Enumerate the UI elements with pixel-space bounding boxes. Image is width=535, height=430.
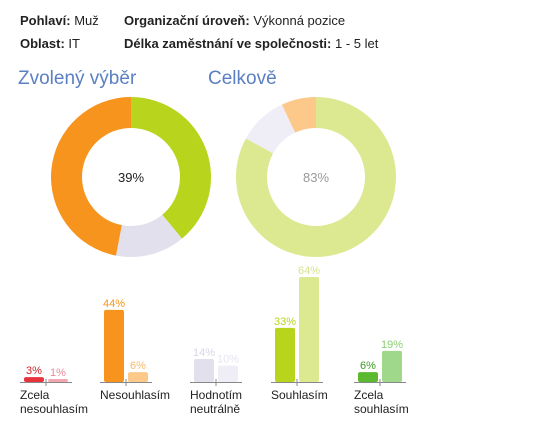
category-label: souhlasím — [354, 402, 409, 416]
bar — [218, 365, 238, 382]
donut-slice — [235, 97, 397, 258]
bar — [382, 350, 402, 382]
filter-label: Oblast: — [20, 36, 65, 51]
category-label: neutrálně — [190, 402, 240, 416]
donut-slice — [245, 104, 296, 154]
filter-area: Oblast: IT — [20, 32, 80, 55]
category-label: nesouhlasím — [20, 402, 88, 416]
bar — [275, 327, 295, 382]
category-label: Nesouhlasím — [100, 388, 170, 402]
category-label: Zcela — [20, 388, 50, 402]
bar-value-label: 64% — [298, 265, 320, 277]
filter-value: Muž — [74, 13, 99, 28]
bar-value-label: 3% — [26, 365, 42, 377]
bar — [299, 277, 319, 382]
bar-value-label: 33% — [274, 316, 296, 328]
bar — [48, 379, 68, 382]
bar-value-label: 10% — [217, 354, 239, 366]
bar — [104, 309, 124, 382]
donut-slice — [50, 97, 132, 256]
bar — [24, 377, 44, 382]
donut-slice — [131, 97, 211, 239]
donut-center-label: 39% — [118, 170, 144, 185]
bar-value-label: 19% — [381, 339, 403, 351]
bar — [128, 372, 148, 382]
category-label: Hodnotím — [190, 388, 242, 402]
bar-value-label: 44% — [103, 298, 125, 310]
overall-section-title: Celkově — [208, 68, 277, 89]
donut-slice — [116, 214, 182, 257]
selected-section-title: Zvolený výběr — [18, 68, 137, 89]
filter-value: Výkonná pozice — [253, 13, 346, 28]
donut-slice — [281, 97, 316, 133]
bar-value-label: 6% — [130, 360, 146, 372]
filter-label: Pohlaví: — [20, 13, 71, 28]
bar — [358, 372, 378, 382]
filter-value: 1 - 5 let — [334, 36, 379, 51]
filter-org-level: Organizační úroveň: Výkonná pozice — [124, 9, 345, 32]
donut-center-label: 83% — [303, 170, 329, 185]
filter-tenure: Délka zaměstnání ve společnosti: 1 - 5 l… — [124, 32, 378, 55]
filter-gender: Pohlaví: Muž — [20, 9, 99, 32]
category-label: Souhlasím — [271, 388, 328, 402]
filter-label: Organizační úroveň: — [124, 13, 250, 28]
filter-value: IT — [68, 36, 80, 51]
bar-value-label: 6% — [360, 360, 376, 372]
category-label: Zcela — [354, 388, 384, 402]
filter-label: Délka zaměstnání ve společnosti: — [124, 36, 332, 51]
bar-value-label: 1% — [50, 367, 66, 379]
bar-value-label: 14% — [193, 347, 215, 359]
bar — [194, 359, 214, 382]
